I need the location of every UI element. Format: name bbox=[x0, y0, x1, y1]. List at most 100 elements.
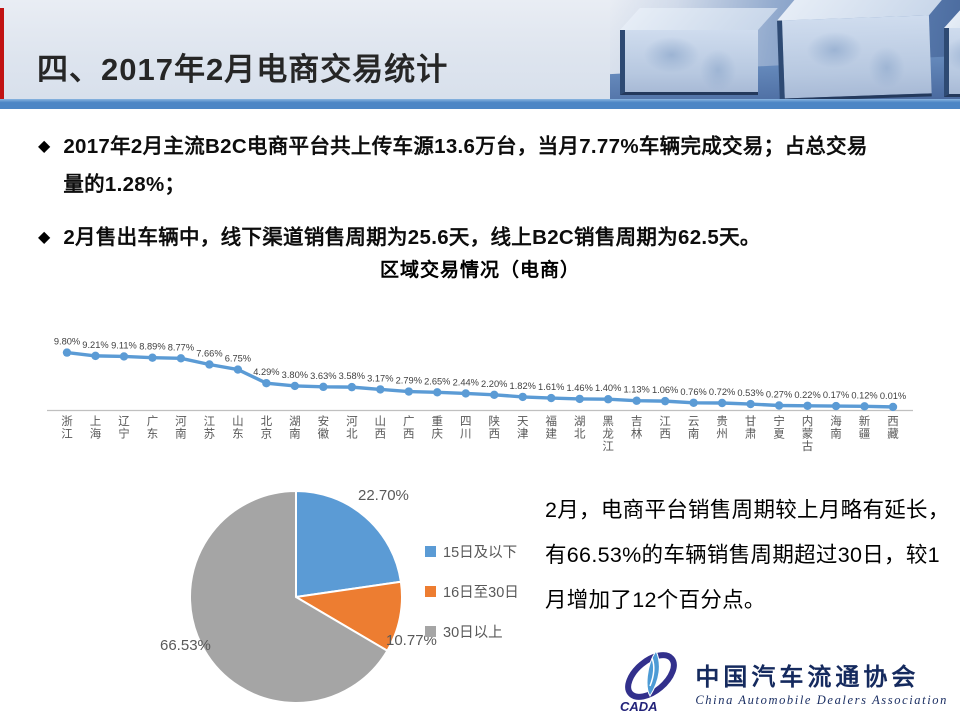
x-axis-category-label: 新疆 bbox=[859, 414, 871, 441]
data-point-label: 2.79% bbox=[396, 376, 422, 386]
data-point-label: 9.21% bbox=[82, 340, 108, 350]
data-point-label: 9.80% bbox=[54, 337, 80, 347]
bullet-list: ◆ 2017年2月主流B2C电商平台共上传车源13.6万台，当月7.77%车辆完… bbox=[38, 128, 918, 272]
x-axis-category-label: 云南 bbox=[688, 416, 700, 441]
data-point-marker bbox=[803, 401, 812, 410]
x-axis-category-label: 贵州 bbox=[716, 415, 728, 441]
data-point-marker bbox=[461, 389, 470, 398]
x-axis-category-label: 广西 bbox=[403, 415, 415, 441]
data-point-label: 0.01% bbox=[880, 391, 906, 401]
data-point-marker bbox=[689, 398, 698, 407]
legend-label: 16日至30日 bbox=[443, 585, 519, 601]
x-axis-category-label: 江苏 bbox=[204, 415, 216, 441]
data-point-label: 0.53% bbox=[737, 388, 763, 398]
x-axis-category-label: 黑龙江 bbox=[602, 415, 614, 453]
x-axis-category-label: 重庆 bbox=[432, 414, 444, 441]
pie-slice-label: 66.53% bbox=[160, 637, 211, 654]
data-point-label: 3.17% bbox=[367, 373, 393, 383]
logo-name-english: China Automobile Dealers Association bbox=[695, 692, 948, 707]
data-point-marker bbox=[205, 360, 214, 369]
data-point-marker bbox=[860, 402, 869, 411]
cube-graphic bbox=[944, 6, 960, 97]
commentary-text: 2月，电商平台销售周期较上月略有延长，有66.53%的车辆销售周期超过30日，较… bbox=[545, 498, 950, 612]
legend-label: 15日及以下 bbox=[443, 545, 518, 561]
data-point-label: 1.61% bbox=[538, 382, 564, 392]
sales-period-pie-chart bbox=[189, 489, 403, 704]
x-axis-category-label: 辽宁 bbox=[118, 415, 130, 441]
data-point-label: 6.75% bbox=[225, 354, 251, 364]
data-point-label: 0.12% bbox=[851, 390, 877, 400]
data-line bbox=[66, 350, 894, 409]
header-cube-artwork bbox=[610, 0, 960, 99]
data-point-label: 1.46% bbox=[567, 383, 593, 393]
data-point-label: 0.17% bbox=[823, 390, 849, 400]
data-point-marker bbox=[62, 348, 72, 357]
data-point-label: 8.77% bbox=[168, 342, 194, 352]
x-axis-category-label: 宁夏 bbox=[773, 414, 785, 441]
data-point-marker bbox=[717, 398, 727, 408]
data-point-label: 4.29% bbox=[253, 367, 279, 377]
pie-slice bbox=[189, 489, 389, 704]
x-axis-category-label: 西藏 bbox=[887, 416, 899, 441]
x-axis-category-label: 上海 bbox=[90, 415, 102, 441]
x-axis-category-label: 北京 bbox=[261, 415, 273, 441]
page-title: 四、2017年2月电商交易统计 bbox=[37, 52, 449, 87]
data-point-marker bbox=[774, 401, 784, 410]
x-axis-category-label: 河北 bbox=[346, 415, 358, 441]
data-point-marker bbox=[632, 396, 641, 405]
data-point-marker bbox=[831, 401, 841, 411]
legend-item: 15日及以下 bbox=[425, 541, 519, 562]
data-point-label: 3.63% bbox=[310, 371, 336, 381]
data-point-label: 0.72% bbox=[709, 387, 735, 397]
x-axis-category-label: 吉林 bbox=[631, 415, 643, 441]
pie-slice bbox=[295, 489, 403, 599]
bullet-text: 2017年2月主流B2C电商平台共上传车源13.6万台，当月7.77%车辆完成交… bbox=[63, 135, 868, 196]
cada-logo: CADA 中国汽车流通协会 China Automobile Dealers A… bbox=[619, 650, 948, 714]
data-point-label: 2.44% bbox=[453, 377, 479, 387]
x-axis-category-label: 河南 bbox=[175, 415, 187, 441]
legend-item: 30日以上 bbox=[425, 621, 519, 642]
data-point-marker bbox=[233, 365, 243, 374]
logo-name-chinese: 中国汽车流通协会 bbox=[695, 664, 920, 691]
data-point-label: 9.11% bbox=[111, 340, 137, 350]
data-point-marker bbox=[746, 399, 755, 409]
data-point-marker bbox=[376, 385, 385, 394]
region-line-chart: 9.80% 浙江 9.21% 上海 9.11% 辽宁 8.89% 广东 8.77% 河南 7.66%… bbox=[47, 337, 913, 453]
data-point-marker bbox=[603, 395, 613, 404]
legend-swatch-icon bbox=[425, 546, 436, 557]
x-axis-category-label: 福建 bbox=[545, 414, 557, 441]
data-point-label: 0.27% bbox=[766, 390, 792, 400]
data-point-label: 3.58% bbox=[339, 371, 365, 381]
x-axis-category-label: 内蒙古 bbox=[802, 414, 814, 453]
data-point-marker bbox=[433, 388, 442, 397]
data-point-marker bbox=[91, 351, 100, 361]
x-axis-category-label: 江西 bbox=[659, 415, 671, 441]
data-point-label: 2.20% bbox=[481, 379, 507, 389]
data-point-marker bbox=[262, 378, 271, 388]
x-axis-category-label: 山东 bbox=[232, 415, 244, 441]
x-axis-category-label: 山西 bbox=[375, 415, 387, 441]
x-axis-category-label: 安徽 bbox=[318, 414, 330, 441]
cada-logo-icon: CADA bbox=[620, 650, 678, 714]
cube-graphic bbox=[776, 0, 948, 99]
data-point-label: 1.06% bbox=[652, 385, 678, 395]
x-axis-category-label: 甘肃 bbox=[745, 415, 757, 441]
pie-slice-label: 22.70% bbox=[358, 487, 409, 504]
data-point-marker bbox=[547, 393, 556, 403]
bullet-item: ◆ 2月售出车辆中，线下渠道销售周期为25.6天，线上B2C销售周期为62.5天… bbox=[38, 219, 918, 257]
cube-graphic bbox=[620, 8, 778, 95]
x-axis-category-label: 湖南 bbox=[289, 414, 301, 441]
legend-label: 30日以上 bbox=[443, 625, 503, 641]
diamond-bullet-icon: ◆ bbox=[38, 138, 51, 155]
data-point-marker bbox=[290, 381, 300, 391]
red-accent-bar bbox=[0, 8, 4, 99]
data-point-marker bbox=[518, 392, 527, 402]
data-point-label: 7.66% bbox=[196, 348, 222, 358]
x-axis-category-label: 海南 bbox=[830, 414, 842, 441]
data-point-label: 0.76% bbox=[680, 387, 706, 397]
diamond-bullet-icon: ◆ bbox=[38, 229, 51, 246]
line-chart-title: 区域交易情况（电商） bbox=[379, 260, 580, 281]
bullet-item: ◆ 2017年2月主流B2C电商平台共上传车源13.6万台，当月7.77%车辆完… bbox=[38, 128, 918, 204]
pie-slice bbox=[293, 580, 403, 653]
legend-swatch-icon bbox=[425, 626, 436, 637]
